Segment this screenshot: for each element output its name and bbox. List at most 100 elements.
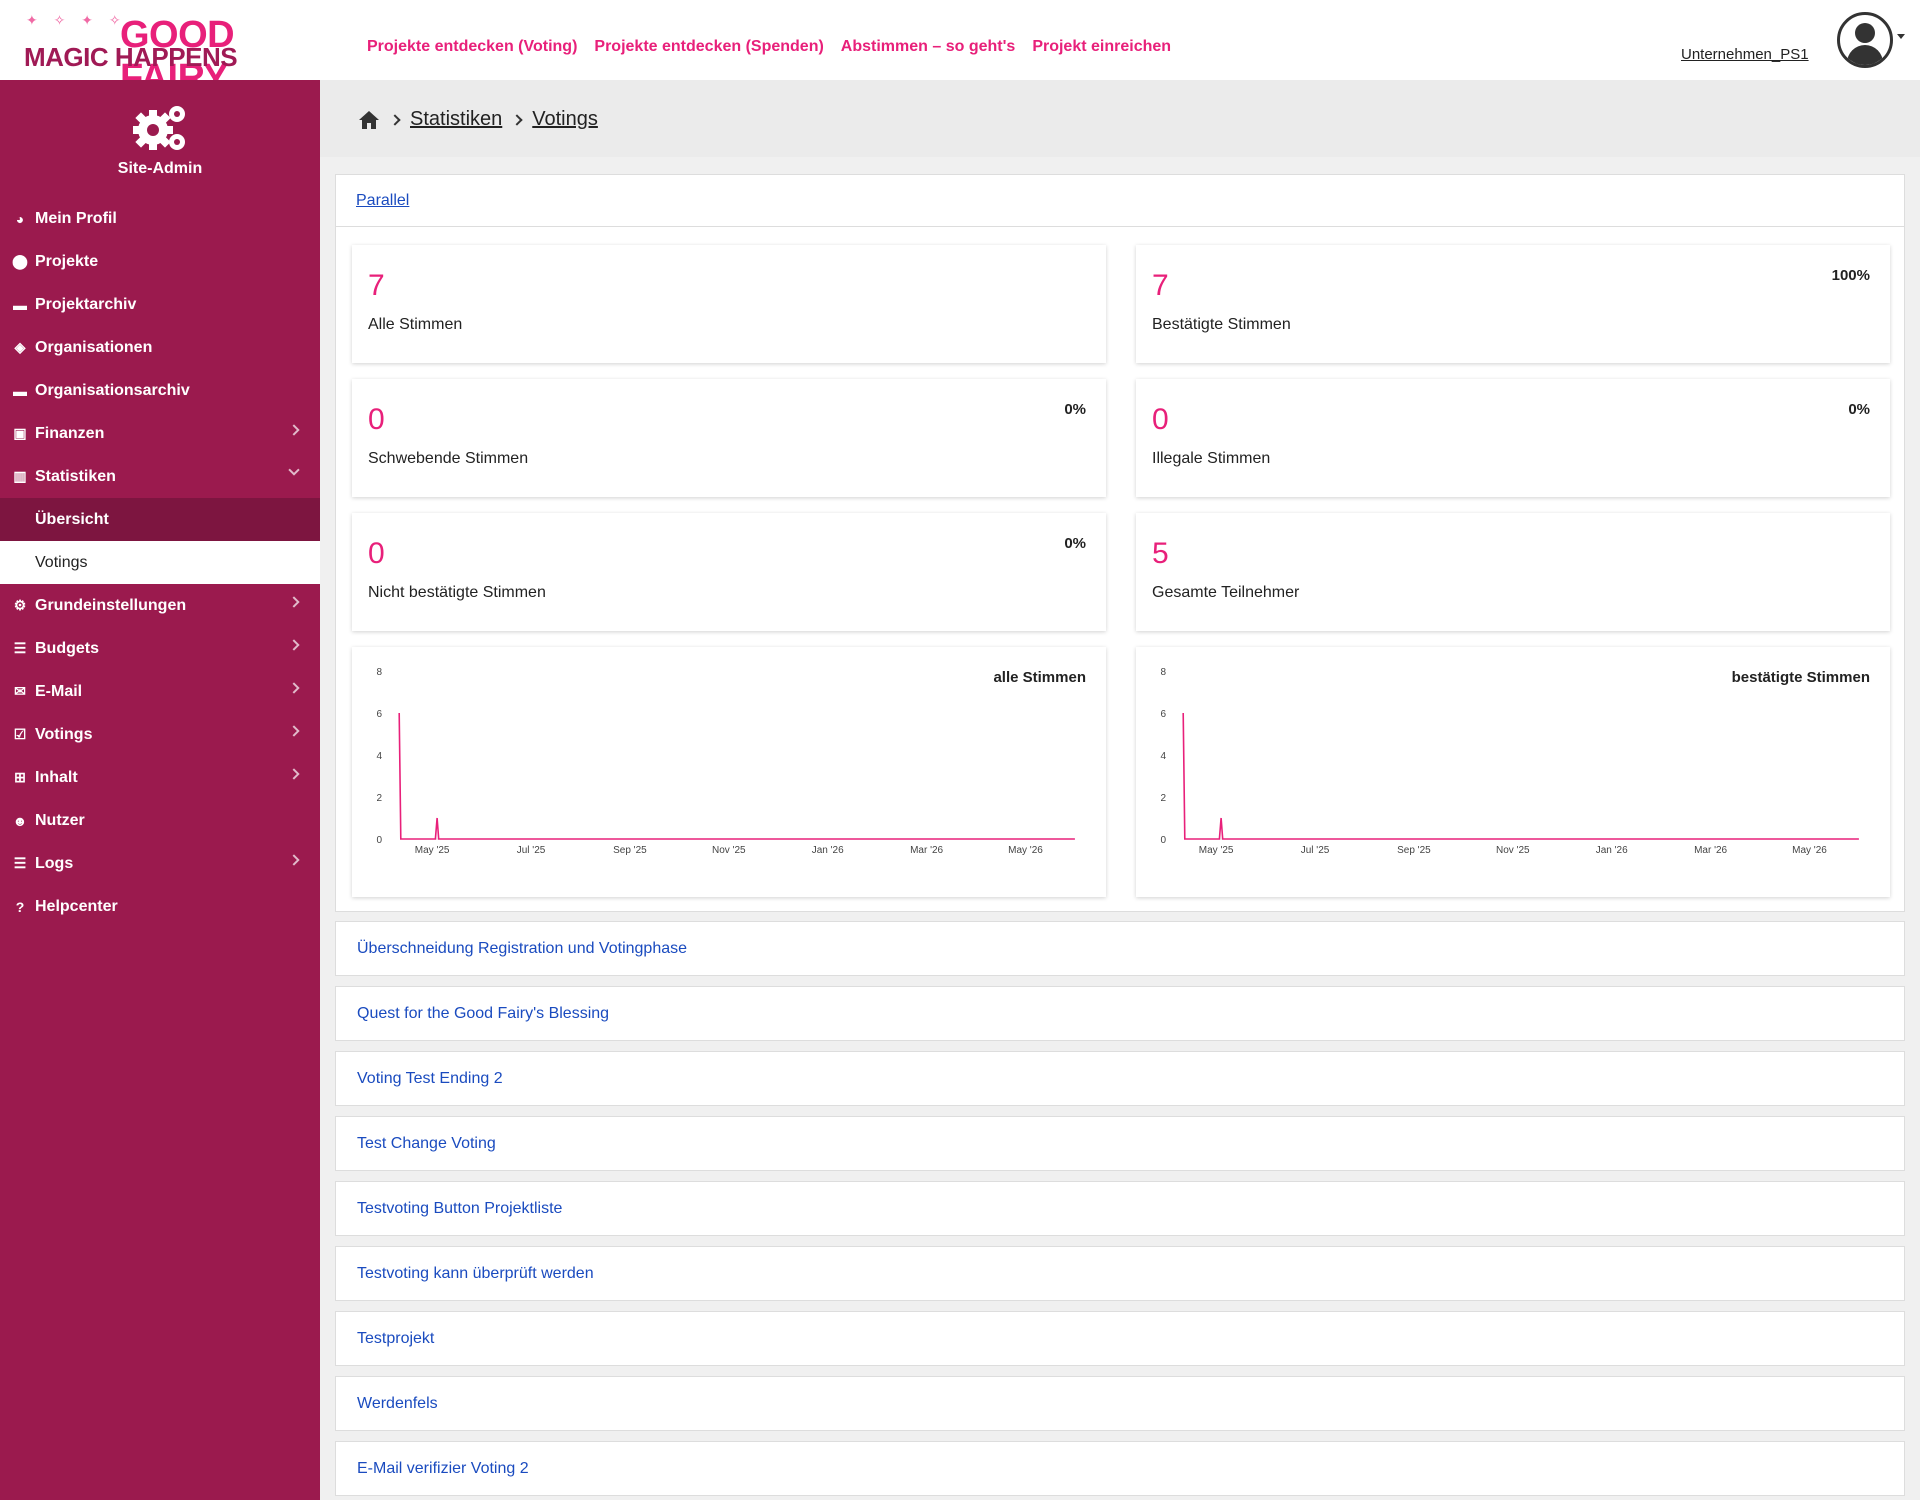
list-item[interactable]: Testvoting Button Projektliste xyxy=(335,1181,1905,1236)
x-tick-label: Mar '26 xyxy=(910,845,943,856)
voting-link[interactable]: Testvoting kann überprüft werden xyxy=(357,1265,594,1282)
stat-percent: 0% xyxy=(1064,401,1086,418)
chevron-down-icon[interactable] xyxy=(1897,34,1905,39)
voting-link[interactable]: Test Change Voting xyxy=(357,1135,496,1152)
stat-value: 5 xyxy=(1152,537,1169,570)
voting-link[interactable]: Testprojekt xyxy=(357,1330,435,1347)
chevron-right-icon xyxy=(288,639,300,651)
stat-card-bestaetigte-stimmen: 7 Bestätigte Stimmen 100% xyxy=(1136,245,1890,363)
sidebar-subitem-uebersicht[interactable]: Übersicht xyxy=(0,498,320,541)
breadcrumb: Statistiken Votings xyxy=(358,108,598,131)
list-item[interactable]: Testvoting kann überprüft werden xyxy=(335,1246,1905,1301)
sidebar-item-label: Logs xyxy=(35,854,74,872)
x-tick-label: May '26 xyxy=(1792,845,1827,856)
breadcrumb-votings[interactable]: Votings xyxy=(532,108,598,130)
voting-link[interactable]: Voting Test Ending 2 xyxy=(357,1070,503,1087)
stat-label: Alle Stimmen xyxy=(368,316,463,333)
x-tick-label: May '25 xyxy=(415,845,450,856)
stat-card-nicht-bestaetigte-stimmen: 0 Nicht bestätigte Stimmen 0% xyxy=(352,513,1106,631)
sidebar-item-helpcenter[interactable]: ? Helpcenter xyxy=(0,885,320,928)
chart-title: alle Stimmen xyxy=(993,669,1086,686)
sidebar-item-label: Mein Profil xyxy=(35,209,117,227)
x-tick-label: Sep '25 xyxy=(1397,845,1431,856)
list-item[interactable]: Quest for the Good Fairy's Blessing xyxy=(335,986,1905,1041)
sidebar-item-projekte[interactable]: ⬤ Projekte xyxy=(0,240,320,283)
sidebar-item-logs[interactable]: ☰ Logs xyxy=(0,842,320,885)
gears-icon: ⚙ xyxy=(13,597,27,613)
sidebar-item-inhalt[interactable]: ⊞ Inhalt xyxy=(0,756,320,799)
voting-link[interactable]: E-Mail verifizier Voting 2 xyxy=(357,1460,529,1477)
avatar-icon[interactable] xyxy=(1837,12,1893,68)
sidebar-item-grundeinstellungen[interactable]: ⚙ Grundeinstellungen xyxy=(0,584,320,627)
sidebar: Site-Admin ◕ Mein Profil ⬤ Projekte ▬ Proje… xyxy=(0,80,320,1500)
stat-label: Illegale Stimmen xyxy=(1152,450,1271,467)
logo[interactable]: ✦ ✧ ✦ ✧ GOOD FAIRY MAGIC HAPPENS xyxy=(22,12,332,99)
voting-link[interactable]: Testvoting Button Projektliste xyxy=(357,1200,563,1217)
x-tick-label: Jul '25 xyxy=(1301,845,1330,856)
username-link[interactable]: Unternehmen_PS1 xyxy=(1681,46,1809,63)
sidebar-item-email[interactable]: ✉ E-Mail xyxy=(0,670,320,713)
list-item[interactable]: Voting Test Ending 2 xyxy=(335,1051,1905,1106)
tab-parallel[interactable]: Parallel xyxy=(356,192,410,209)
chevron-right-icon xyxy=(288,854,300,866)
stat-label: Gesamte Teilnehmer xyxy=(1152,584,1300,601)
nav-link-voting[interactable]: Projekte entdecken (Voting) xyxy=(367,38,578,55)
voting-link[interactable]: Überschneidung Registration und Votingph… xyxy=(357,940,688,957)
y-tick-label: 4 xyxy=(376,751,382,762)
sidebar-item-statistiken[interactable]: ▥ Statistiken xyxy=(0,455,320,498)
sidebar-item-projektarchiv[interactable]: ▬ Projektarchiv xyxy=(0,283,320,326)
nav-link-einreichen[interactable]: Projekt einreichen xyxy=(1032,38,1172,55)
list-check-icon: ☰ xyxy=(13,640,27,656)
sidebar-subitem-votings[interactable]: Votings xyxy=(0,541,320,584)
stat-label: Schwebende Stimmen xyxy=(368,450,529,467)
envelope-icon: ✉ xyxy=(14,683,26,699)
sidebar-item-label: Helpcenter xyxy=(35,897,118,915)
breadcrumb-statistiken[interactable]: Statistiken xyxy=(410,108,503,130)
shield-icon: ◈ xyxy=(14,339,26,355)
checkbox-icon: ☑ xyxy=(13,726,27,742)
list-item[interactable]: E-Mail verifizier Voting 2 xyxy=(335,1441,1905,1496)
gears-icon xyxy=(125,100,195,156)
chevron-down-icon xyxy=(288,464,300,476)
chevron-right-icon xyxy=(288,725,300,737)
list-icon: ☰ xyxy=(13,855,27,871)
sidebar-item-finanzen[interactable]: ▣ Finanzen xyxy=(0,412,320,455)
stat-card-alle-stimmen: 7 Alle Stimmen xyxy=(352,245,1106,363)
chevron-right-icon xyxy=(288,424,300,436)
nav-link-spenden[interactable]: Projekte entdecken (Spenden) xyxy=(594,38,824,55)
list-item[interactable]: Überschneidung Registration und Votingph… xyxy=(335,921,1905,976)
list-item[interactable]: Werdenfels xyxy=(335,1376,1905,1431)
stat-value: 7 xyxy=(1152,269,1169,302)
logo-text-top: GOOD FAIRY xyxy=(120,14,235,99)
y-tick-label: 6 xyxy=(376,709,382,720)
voting-link[interactable]: Quest for the Good Fairy's Blessing xyxy=(357,1005,610,1022)
sidebar-item-organisationsarchiv[interactable]: ▬ Organisationsarchiv xyxy=(0,369,320,412)
y-tick-label: 6 xyxy=(1160,709,1166,720)
sidebar-item-label: Organisationsarchiv xyxy=(35,381,190,399)
sidebar-item-mein-profil[interactable]: ◕ Mein Profil xyxy=(0,197,320,240)
question-icon: ? xyxy=(15,898,25,915)
home-icon[interactable] xyxy=(358,110,380,130)
x-tick-label: Sep '25 xyxy=(613,845,647,856)
stat-percent: 0% xyxy=(1064,535,1086,552)
stat-card-gesamte-teilnehmer: 5 Gesamte Teilnehmer xyxy=(1136,513,1890,631)
logo-stars-icon: ✦ ✧ ✦ ✧ xyxy=(26,12,127,28)
x-tick-label: Jul '25 xyxy=(517,845,546,856)
chart-svg: 0 2 4 6 8 May '25 Jul '25 Sep '25 Nov '25 Jan '26… xyxy=(376,667,1075,856)
sidebar-item-organisationen[interactable]: ◈ Organisationen xyxy=(0,326,320,369)
stat-card-illegale-stimmen: 0 Illegale Stimmen 0% xyxy=(1136,379,1890,497)
sidebar-item-nutzer[interactable]: ☻ Nutzer xyxy=(0,799,320,842)
list-item[interactable]: Test Change Voting xyxy=(335,1116,1905,1171)
sidebar-item-label: Grundeinstellungen xyxy=(35,596,187,614)
y-tick-label: 2 xyxy=(1160,793,1166,804)
chevron-right-icon xyxy=(389,113,401,126)
site-admin-label: Site-Admin xyxy=(117,160,203,177)
avatar-head xyxy=(1855,23,1875,43)
voting-link[interactable]: Werdenfels xyxy=(357,1395,438,1412)
stat-card-schwebende-stimmen: 0 Schwebende Stimmen 0% xyxy=(352,379,1106,497)
y-tick-label: 0 xyxy=(376,835,382,846)
sidebar-item-budgets[interactable]: ☰ Budgets xyxy=(0,627,320,670)
nav-link-abstimmen[interactable]: Abstimmen – so geht's xyxy=(840,38,1016,55)
sidebar-item-votings[interactable]: ☑ Votings xyxy=(0,713,320,756)
list-item[interactable]: Testprojekt xyxy=(335,1311,1905,1366)
